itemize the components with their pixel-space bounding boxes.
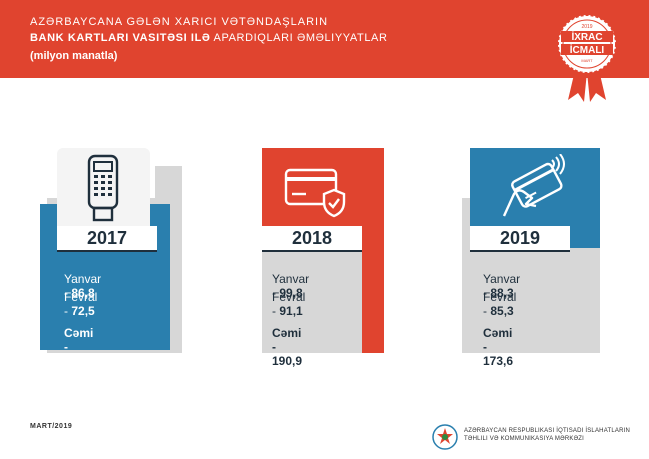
state-emblem-icon [432,424,458,450]
badge-line2: İCMALI [570,43,605,56]
footer-date: MART/2019 [30,423,73,430]
card-row-february: Fevral - 85,3 [483,290,516,318]
total-label: Cəmi - [272,326,302,354]
card-total: Cəmi - 173,6 [483,326,513,368]
row-value: 86,8 [71,286,95,300]
header-line3: (milyon manatla) [30,50,118,62]
card-year: 2018 [262,226,362,252]
total-value: 159,3 [64,354,95,368]
card-row-february: Fevral - 91,1 [272,290,305,318]
row-label: Yanvar - [64,272,102,300]
row-value: 99,8 [279,286,303,300]
card-row-january: Yanvar - 99,8 [272,272,309,300]
total-label: Cəmi - [64,326,94,354]
total-value: 173,6 [483,354,514,368]
secure-card-icon [284,168,346,218]
footer-org-line2: TƏHLILI VƏ KOMMUNIKASIYA MƏRKƏZI [464,436,585,442]
row-label: Fevral - [64,290,98,318]
row-value: 85,3 [490,304,514,318]
card-row-january: Yanvar - 86,8 [64,272,101,300]
card-icon-box [57,148,150,226]
row-value: 72,5 [71,304,95,318]
row-label: Yanvar - [483,272,521,300]
header-line2-rest: APARDIQLARI ƏMƏLIYYATLAR [213,32,388,44]
footer-org-line1: AZƏRBAYCAN RESPUBLIKASI İQTISADI İSLAHAT… [464,428,630,434]
card-row-january: Yanvar - 88,3 [483,272,520,300]
card-year: 2019 [470,226,570,252]
row-label: Yanvar - [272,272,310,300]
badge-year: 2019 [581,24,592,30]
contactless-card-icon [502,154,565,217]
header-banner: AZƏRBAYCANA GƏLƏN XARICI VƏTƏNDAŞLARIN B… [0,0,649,78]
row-label: Fevral - [483,290,517,318]
row-label: Fevral - [272,290,306,318]
total-label: Cəmi - [483,326,513,354]
card-year: 2017 [57,226,157,252]
row-value: 88,3 [490,286,514,300]
header-line1: AZƏRBAYCANA GƏLƏN XARICI VƏTƏNDAŞLARIN [30,16,329,28]
export-review-badge-icon: 2019 İXRAC İCMALI MART [557,14,617,102]
total-value: 190,9 [272,354,303,368]
badge-month: MART [581,58,593,63]
badge-line1: İXRAC [571,30,602,43]
card-total: Cəmi - 190,9 [272,326,302,368]
row-value: 91,1 [279,304,303,318]
pos-terminal-icon [87,154,119,222]
header-line2: BANK KARTLARI VASITƏSI ILƏ APARDIQLARI Ə… [30,32,388,44]
header-line2-bold: BANK KARTLARI VASITƏSI ILƏ [30,32,211,44]
card-row-february: Fevral - 72,5 [64,290,97,318]
card-total: Cəmi - 159,3 [64,326,94,368]
